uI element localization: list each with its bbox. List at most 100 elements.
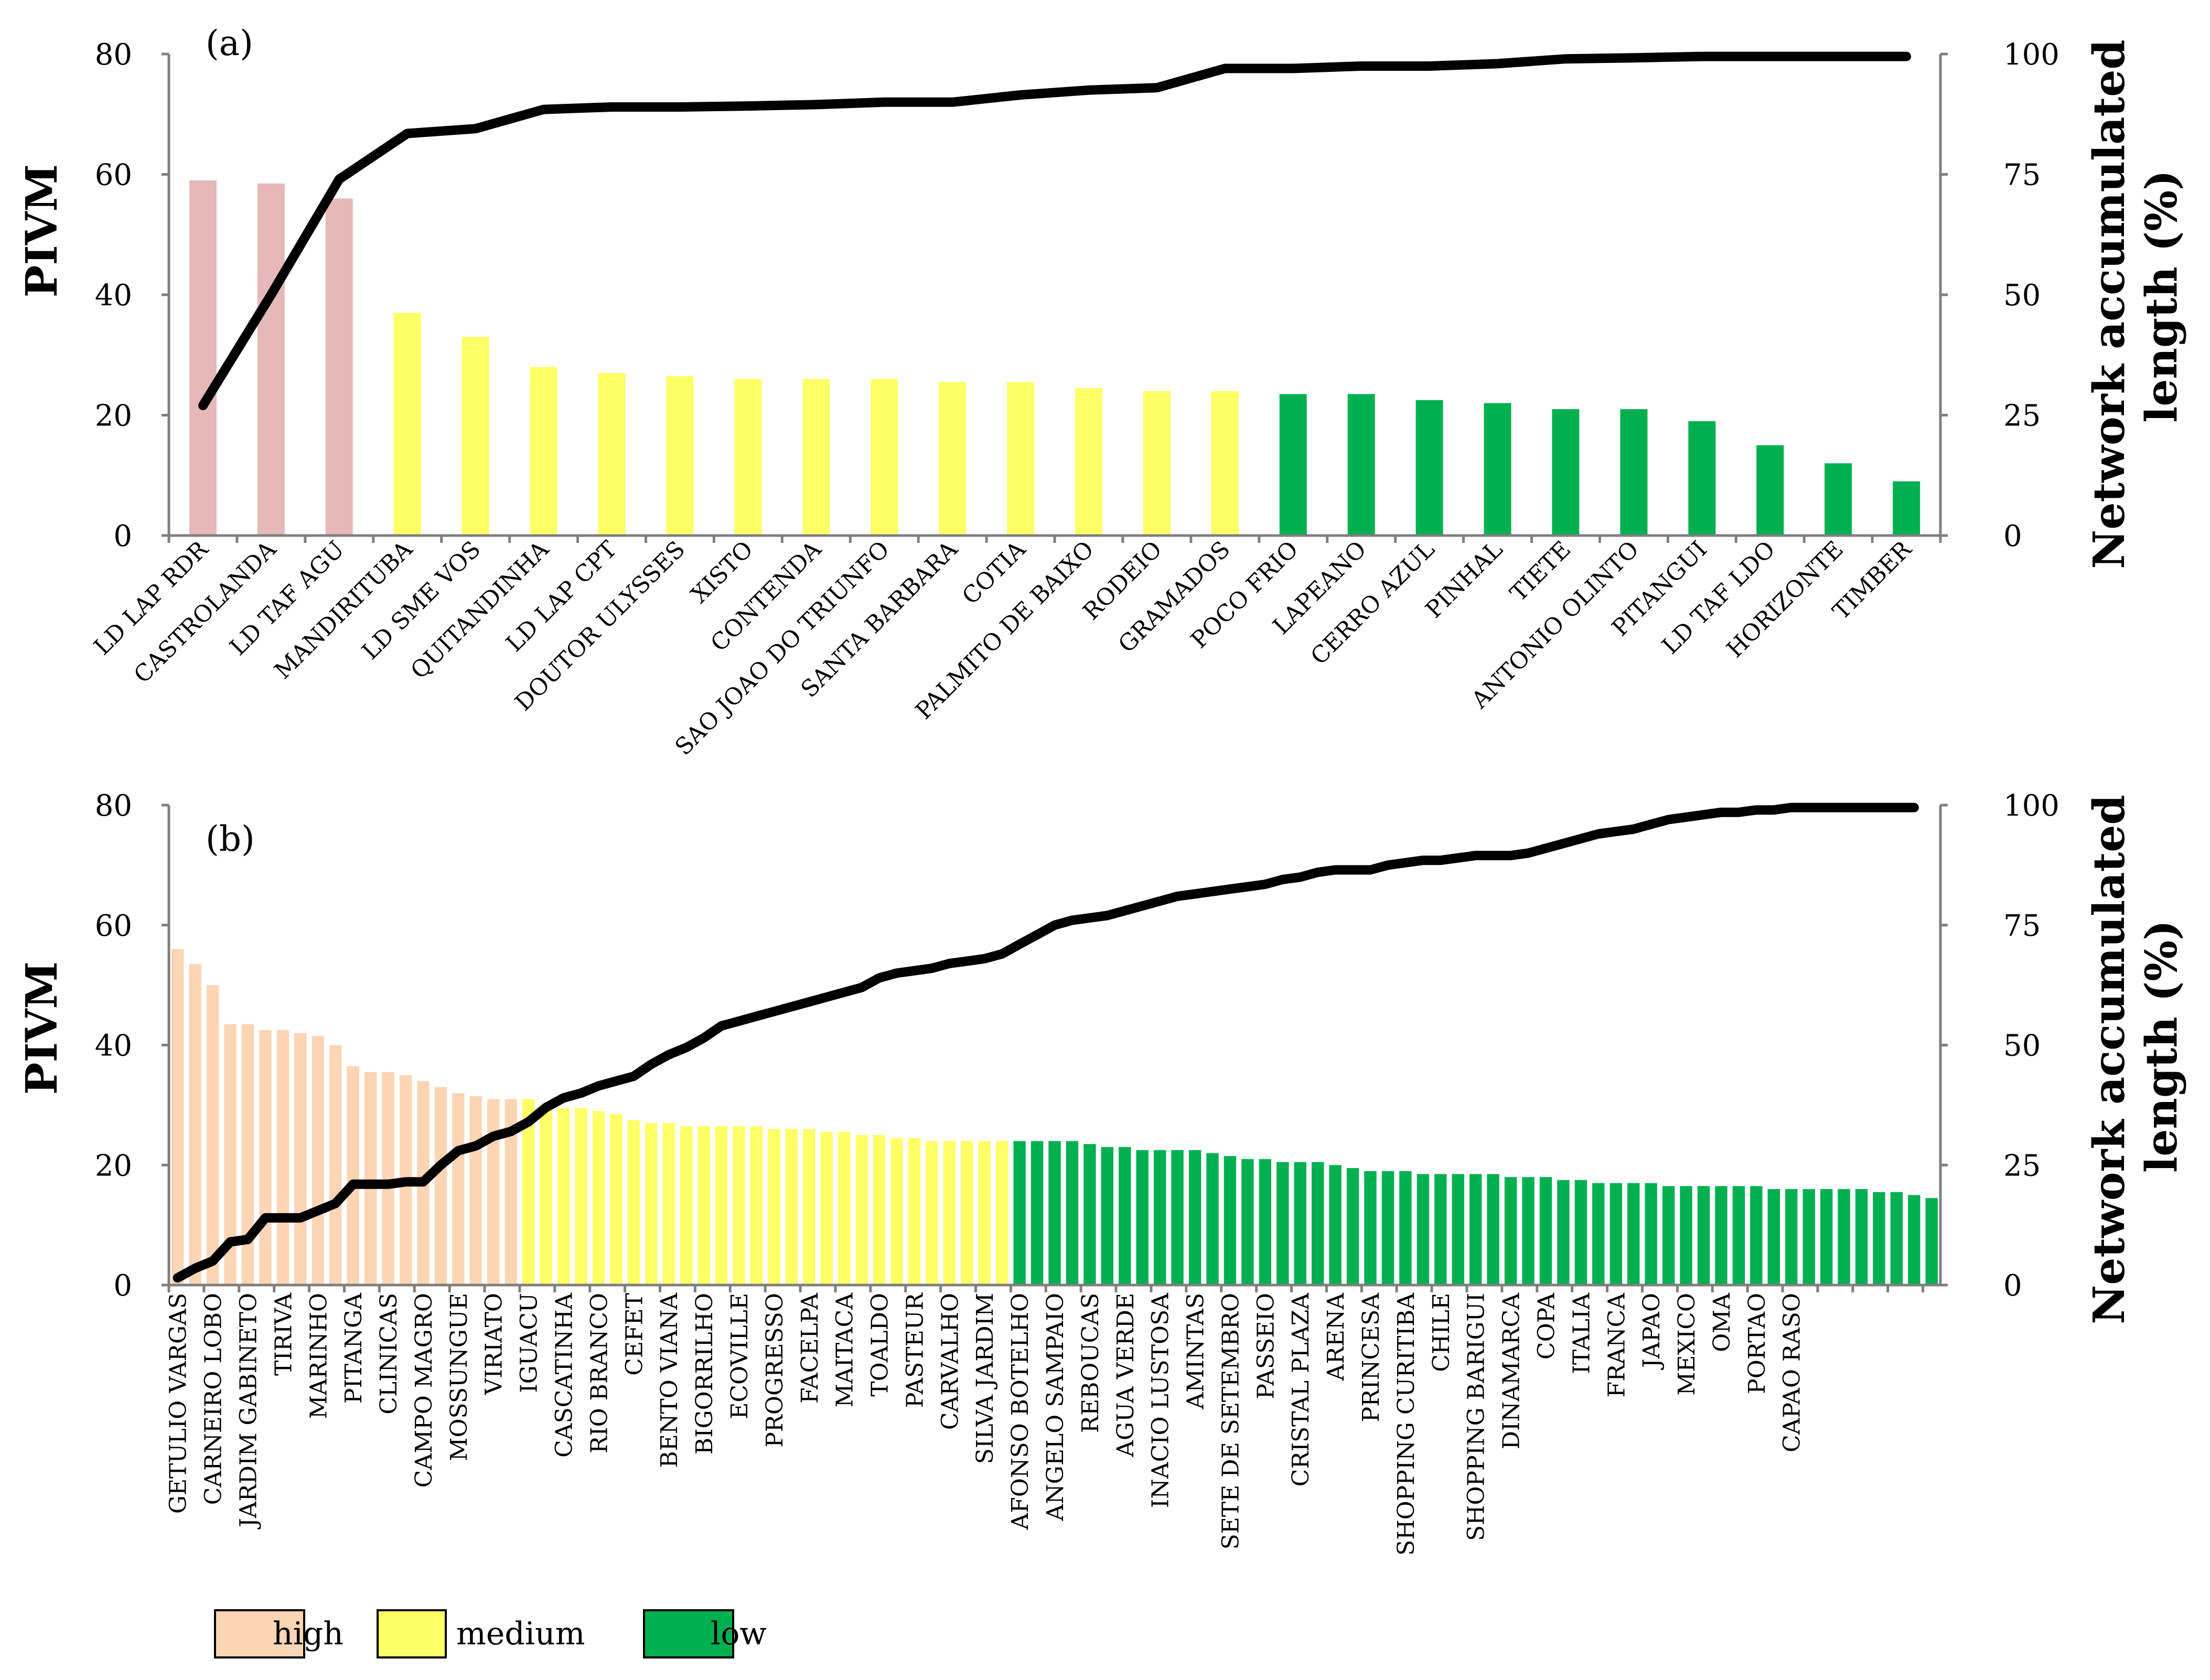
legend-swatch-low (643, 1609, 734, 1658)
category-label: SHOPPING BARIGUI (1463, 1293, 1490, 1541)
bar-b-75 (1487, 1174, 1499, 1285)
y-ticks-right-a: 0 25 50 75 100 (1940, 38, 2059, 553)
bar-b-62 (1259, 1159, 1271, 1285)
panel-label-b: (b) (206, 819, 255, 859)
y2-tick-label: 100 (2003, 38, 2059, 72)
bar-b-10 (347, 1066, 359, 1285)
bar-b-26 (627, 1120, 640, 1285)
y-axis-label-a: PIVM (17, 164, 67, 297)
bar-b-84 (1645, 1183, 1657, 1285)
category-label: PASSEIO (1252, 1293, 1279, 1399)
bar-a-1 (257, 183, 285, 536)
bar-b-2 (206, 985, 219, 1285)
y-tick-label: 40 (95, 1029, 132, 1063)
bar-b-38 (838, 1132, 851, 1285)
bar-b-20 (522, 1099, 535, 1285)
bar-b-23 (575, 1108, 587, 1285)
category-label: CAMPO MAGRO (411, 1293, 437, 1488)
bar-b-11 (364, 1072, 377, 1285)
y-tick-label: 20 (95, 1149, 132, 1183)
y2-axis-label-line2-b: length (%) (2137, 920, 2187, 1173)
category-label: ECOVILLE (726, 1293, 753, 1419)
bar-b-82 (1610, 1183, 1622, 1285)
bar-b-77 (1522, 1177, 1535, 1285)
y-ticks-right-b: 0 25 50 75 100 (1940, 789, 2059, 1303)
bar-b-92 (1785, 1189, 1798, 1285)
bar-b-5 (259, 1030, 272, 1285)
y-tick-label: 40 (95, 279, 132, 313)
y2-tick-label: 0 (2003, 519, 2022, 553)
bar-b-67 (1346, 1168, 1359, 1285)
bar-b-89 (1732, 1186, 1745, 1285)
bar-a-6 (598, 373, 626, 536)
bar-b-72 (1434, 1174, 1447, 1285)
legend-label-medium: medium (456, 1615, 585, 1652)
category-label: MARINHO (305, 1293, 332, 1419)
bar-b-93 (1803, 1189, 1815, 1285)
y-ticks-left-a: 0 20 40 60 80 (95, 38, 169, 553)
category-label: CASCATINHA (551, 1292, 578, 1458)
bar-b-95 (1838, 1189, 1850, 1285)
bar-b-37 (820, 1132, 833, 1285)
bar-b-98 (1890, 1192, 1903, 1285)
category-label: COPA (1533, 1292, 1560, 1360)
bar-a-19 (1484, 403, 1511, 536)
bar-b-52 (1083, 1144, 1096, 1285)
bar-a-16 (1279, 394, 1307, 536)
category-label: CEFET (621, 1293, 648, 1376)
category-label: SILVA JARDIM (972, 1293, 999, 1464)
bar-b-88 (1715, 1186, 1728, 1285)
category-label: SHOPPING CURITIBA (1393, 1292, 1420, 1556)
category-label: ARENA (1323, 1292, 1349, 1382)
bar-b-59 (1206, 1153, 1219, 1285)
bar-b-79 (1557, 1180, 1570, 1285)
bar-b-39 (855, 1135, 868, 1285)
category-label: ITALIA (1568, 1292, 1595, 1374)
y-tick-label: 60 (95, 909, 132, 943)
bar-b-47 (996, 1141, 1009, 1285)
y2-axis-label-line2-a: length (%) (2137, 170, 2187, 423)
bar-b-31 (715, 1126, 728, 1285)
bar-b-74 (1469, 1174, 1482, 1285)
bar-b-33 (750, 1126, 763, 1285)
bar-b-32 (733, 1126, 745, 1285)
category-label: TIRIVA (270, 1292, 297, 1376)
bar-b-4 (241, 1024, 254, 1285)
y-tick-label: 80 (95, 789, 132, 823)
bar-b-22 (557, 1108, 570, 1285)
category-label: CHILE (1428, 1293, 1455, 1372)
bar-b-8 (312, 1036, 324, 1285)
category-label: ANGELO SAMPAIO (1042, 1293, 1069, 1522)
bar-b-3 (224, 1024, 237, 1285)
category-label: PRINCESA (1358, 1292, 1385, 1422)
category-label: BENTO VIANA (656, 1292, 683, 1468)
bar-b-100 (1925, 1198, 1938, 1285)
bar-b-18 (487, 1099, 500, 1285)
bar-b-1 (189, 964, 201, 1285)
bar-b-35 (785, 1129, 798, 1285)
bar-a-10 (871, 379, 898, 536)
bar-a-22 (1688, 421, 1716, 536)
bar-a-12 (1007, 382, 1035, 536)
panel-a: 0 20 40 60 80 0 25 50 75 100 LD LAP RDRCASTROLAN… (17, 23, 2187, 761)
bar-b-57 (1171, 1150, 1184, 1285)
bar-b-16 (452, 1093, 465, 1285)
legend-swatch-high (214, 1609, 305, 1658)
bar-b-29 (680, 1126, 693, 1285)
category-label: REBOUCAS (1077, 1293, 1104, 1433)
y2-tick-label: 50 (2003, 1029, 2041, 1063)
bar-b-73 (1452, 1174, 1464, 1285)
bar-b-40 (873, 1135, 886, 1285)
category-label: LD SME VOS (357, 536, 486, 665)
bar-b-50 (1048, 1141, 1061, 1285)
bar-a-11 (939, 382, 967, 536)
bar-b-56 (1154, 1150, 1166, 1285)
bar-b-17 (469, 1096, 482, 1285)
category-label: DINAMARCA (1498, 1292, 1525, 1450)
panel-b: 0 20 40 60 80 0 25 50 75 100 GETULIO VARGAS CARNE… (17, 789, 2187, 1556)
bar-b-69 (1381, 1171, 1394, 1285)
legend: high medium low (214, 1609, 767, 1658)
y2-axis-label-line1-a: Network accumulated (2084, 39, 2134, 569)
